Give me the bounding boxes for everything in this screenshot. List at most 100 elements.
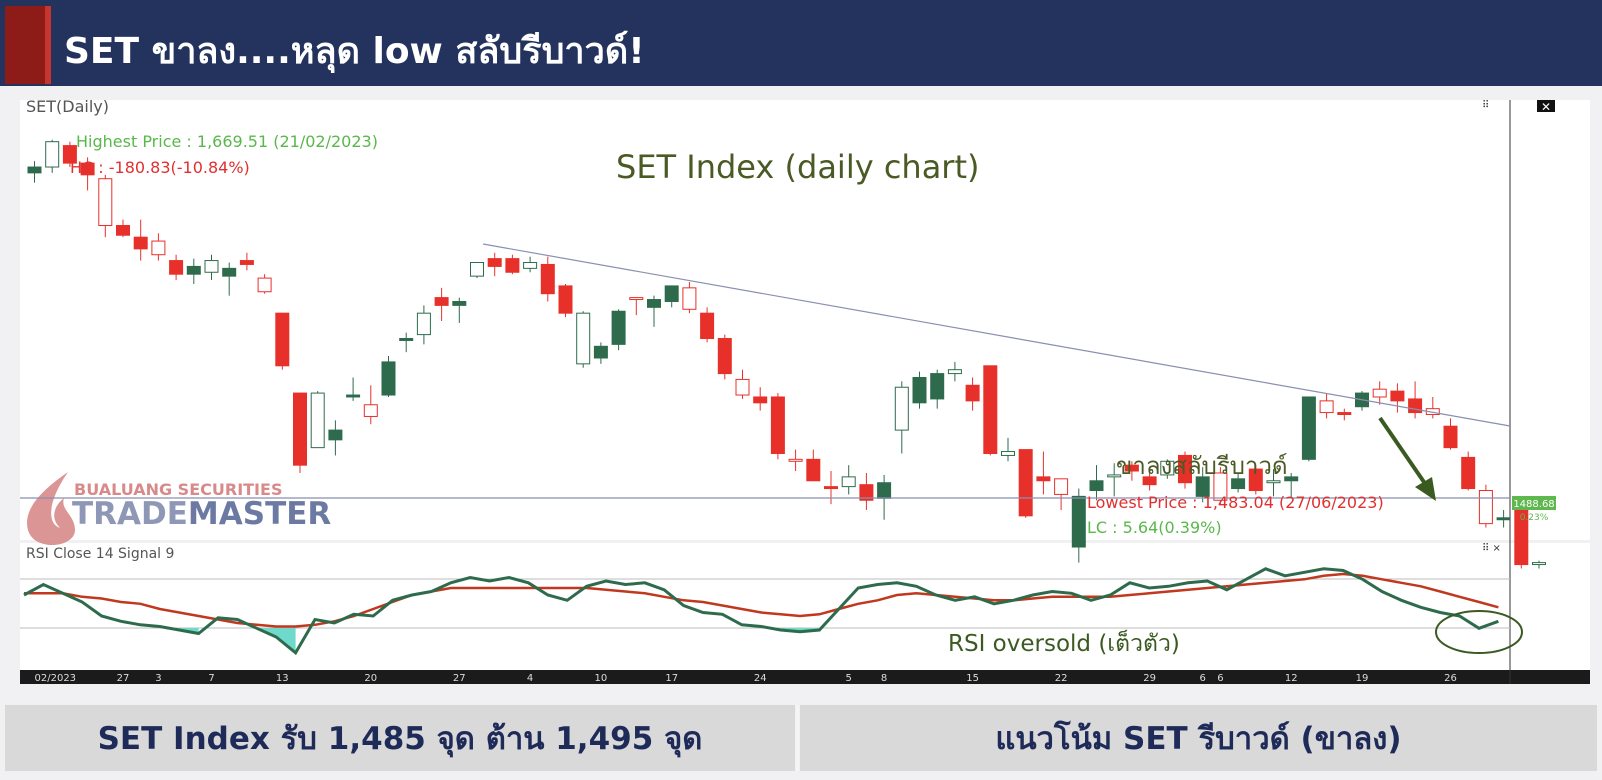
candle-body [45,141,60,168]
watermark-master: MASTER [188,496,331,532]
candle-body [1018,449,1033,517]
candle-body [647,299,661,308]
candle-body [257,277,272,293]
candle-body [1266,480,1281,484]
candle-body [576,312,591,365]
rsi-oversold-circle [1435,610,1523,654]
rsi-note: RSI oversold (เต็วตัว) [948,628,1180,657]
x-tick-label: 19 [1356,673,1369,684]
candle-body [186,265,201,275]
candle-body [1390,390,1405,402]
candle-body [116,224,130,236]
footer-trend: แนวโน้ม SET รีบาวด์ (ขาลง) [800,705,1597,771]
candle-body [133,236,148,250]
chart-title: SET Index (daily chart) [616,148,979,186]
candle-body [540,263,555,295]
candle-body [222,267,237,277]
last-price-text: 1488.68 [1513,499,1554,510]
candle-body [470,262,484,277]
x-tick-label: 26 [1444,673,1457,684]
candle-body [1178,454,1192,484]
pattern-label: ขาลงสลับรีบาวด์ [1116,452,1288,480]
chart-container: SET(Daily) BUALUANG SECURITIES TRADEMAST… [20,97,1590,700]
x-axis-ticks: 02/2023 27 3 7 13 20 27 4 10 17 24 5 8 15 22 29 6 6 12 19 26 [35,673,1457,684]
candle-body [363,404,378,417]
expand-icon[interactable]: ⠿ [1482,100,1489,111]
candle-body [27,166,42,174]
oversold-fill [256,628,296,653]
candle-body [346,394,361,398]
candle-body [1054,478,1069,495]
candle-body [806,458,821,482]
arrow-head-icon [1415,477,1436,501]
set-daily-chart[interactable]: SET(Daily) BUALUANG SECURITIES TRADEMAST… [20,97,1590,700]
candle-body [841,476,856,488]
x-tick-label: 4 [527,673,533,684]
close-panel-button[interactable] [1537,100,1555,112]
candle-body [1001,451,1015,456]
x-tick-label: 12 [1285,673,1298,684]
candle-body [487,258,502,267]
candle-body [1036,476,1051,482]
x-tick-label: 15 [966,673,979,684]
candle-body [204,260,219,273]
candle-body [894,386,909,431]
x-tick-label: 13 [276,673,289,684]
candle-body [788,458,803,462]
candle-body [1142,476,1157,486]
candle-body [1443,425,1458,449]
candle-body [558,285,573,314]
candle-body [98,178,113,226]
candle-body [877,482,892,499]
axis-bar [20,670,1590,684]
footer-separator [796,705,799,771]
candle-body [593,345,608,359]
x-tick-label: 10 [595,673,608,684]
candle-body [1160,460,1175,476]
candle-body [1461,456,1476,490]
header-accent-light [45,6,51,84]
candle-body [452,300,467,306]
candle-body [1301,396,1316,460]
candle-body [310,392,325,449]
arrow-shaft [1378,416,1428,487]
rsi-expand-icon[interactable]: ⠿ × [1482,543,1501,554]
header-banner: SET ขาลง....หลุด low สลับรีบาวด์! [0,0,1602,86]
watermark-logo: BUALUANG SECURITIES TRADEMASTER [27,472,331,546]
candle-body [1195,476,1210,497]
candle-body [770,396,785,454]
candle-body [1071,495,1086,548]
candle-body [523,262,538,269]
x-tick-label: 8 [881,673,887,684]
candle-body [1319,400,1334,414]
candle-body [1372,388,1387,398]
candle-body [611,310,626,345]
candle-body [1532,562,1546,566]
x-tick-label: 6 [1200,673,1206,684]
candle-body [1124,464,1139,472]
candle-body [1107,474,1122,478]
candle-body [824,486,838,490]
candle-body [735,378,750,396]
hc-label: HC : -180.83(-10.84%) [70,158,250,177]
candle-body [717,338,732,375]
x-tick-label: 22 [1055,673,1068,684]
rsi-panel-bg [20,543,1590,670]
candle-body [1213,472,1228,501]
x-tick-label: 24 [754,673,767,684]
candle-body [930,373,945,400]
candle-body [80,162,95,176]
x-tick-label: 29 [1143,673,1156,684]
watermark-line2: TRADEMASTER [72,496,331,532]
close-icon[interactable]: ✕ [1541,100,1551,114]
candle-body [239,260,254,265]
trendline-resistance [482,243,1511,427]
watermark-trade: TRADE [72,496,188,532]
lowest-price-label: Lowest Price : 1,483.04 (27/06/2023) [1087,493,1384,512]
watermark-line1: BUALUANG SECURITIES [74,480,282,499]
candle-body [505,258,520,273]
candle-body [682,287,697,310]
x-tick-label: 7 [208,673,214,684]
candle-body [434,297,449,306]
x-tick-label: 27 [453,673,466,684]
